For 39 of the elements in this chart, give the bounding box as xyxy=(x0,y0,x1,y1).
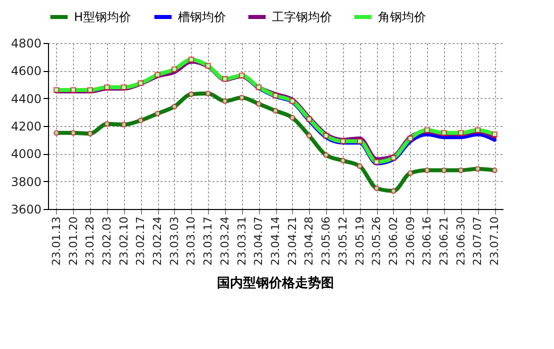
x-tick-label: 23.03.10 xyxy=(184,216,198,266)
x-tick-label: 23.04.14 xyxy=(269,216,282,266)
x-tick-label: 23.02.03 xyxy=(100,216,114,266)
legend-label: 角钢均价 xyxy=(378,10,426,24)
x-tick-label: 23.05.06 xyxy=(320,216,333,266)
x-tick-label: 23.06.30 xyxy=(454,216,468,266)
x-tick-label: 23.02.17 xyxy=(134,216,148,266)
x-tick-label: 23.05.19 xyxy=(353,216,366,266)
x-tick-label: 23.06.21 xyxy=(438,216,451,266)
x-tick-label: 23.03.03 xyxy=(168,216,181,266)
y-tick-label: 4400 xyxy=(10,92,42,106)
y-tick-label: 4000 xyxy=(10,147,42,162)
x-tick-label: 23.07.10 xyxy=(488,216,502,266)
x-tick-label: 23.04.21 xyxy=(286,216,299,266)
legend-label: 工字钢均价 xyxy=(272,10,332,24)
x-tick-label: 23.06.02 xyxy=(386,216,400,266)
x-tick-label: 23.06.16 xyxy=(420,216,434,266)
x-tick-label: 23.03.24 xyxy=(218,216,232,266)
y-tick-label: 3800 xyxy=(10,174,42,189)
x-tick-label: 23.02.10 xyxy=(117,216,130,266)
x-tick-label: 23.02.24 xyxy=(151,216,164,266)
y-tick-label: 4800 xyxy=(10,36,42,50)
x-tick-label: 23.01.28 xyxy=(84,216,97,266)
x-tick-label: 23.03.17 xyxy=(202,216,215,266)
x-tick-label: 23.05.26 xyxy=(370,216,384,266)
x-tick-label: 23.05.12 xyxy=(336,216,350,266)
x-tick-label: 23.04.07 xyxy=(252,216,266,266)
legend-label: H型钢均价 xyxy=(74,10,132,24)
x-tick-label: 23.06.09 xyxy=(404,216,417,266)
x-tick-label: 23.01.20 xyxy=(66,216,80,266)
x-tick-label: 23.03.31 xyxy=(235,216,248,266)
text: 国内型钢价格走势图 xyxy=(217,274,334,291)
x-tick-label: 23.04.28 xyxy=(302,216,316,266)
x-tick-label: 23.01.13 xyxy=(50,216,63,266)
y-tick-label: 3600 xyxy=(10,202,42,216)
x-tick-label: 23.07.07 xyxy=(471,216,484,266)
legend-label: 槽钢均价 xyxy=(178,10,226,24)
y-tick-label: 4200 xyxy=(10,120,42,134)
y-tick-label: 4600 xyxy=(10,64,42,78)
